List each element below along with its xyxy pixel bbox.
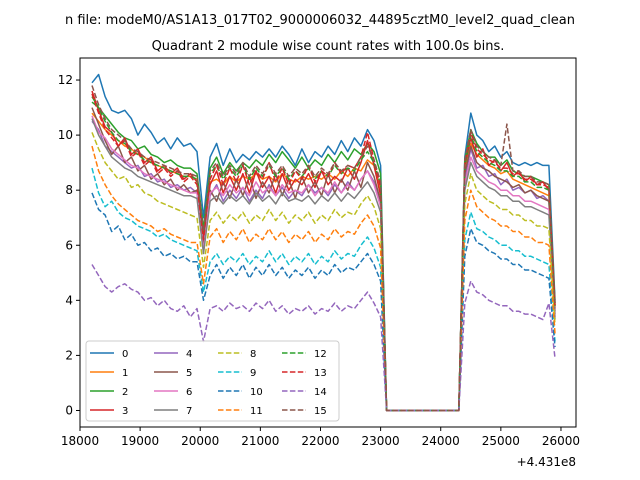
x-tick-label: 22000 — [301, 434, 339, 448]
legend-label-5: 5 — [186, 368, 192, 379]
series-line-15 — [91, 85, 556, 412]
x-tick-label: 26000 — [542, 434, 580, 448]
series-line-12 — [91, 96, 556, 412]
series-line-8 — [91, 132, 556, 412]
y-tick-label: 10 — [58, 128, 73, 142]
series-line-6 — [91, 115, 556, 412]
legend-label-2: 2 — [122, 387, 128, 398]
plot-lines — [91, 73, 556, 412]
legend-label-7: 7 — [186, 406, 192, 417]
x-tick-label: 21000 — [241, 434, 279, 448]
x-tick-label: 19000 — [121, 434, 159, 448]
y-tick-label: 2 — [65, 348, 73, 362]
y-axis: 0 2 4 6 8 10 12 — [58, 73, 80, 417]
series-line-5 — [91, 107, 556, 412]
axes-frame — [79, 57, 577, 428]
legend-label-9: 9 — [250, 368, 256, 379]
legend-label-11: 11 — [250, 406, 263, 417]
legend-label-14: 14 — [314, 387, 327, 398]
y-tick-label: 6 — [65, 238, 73, 252]
x-axis: 18000 19000 20000 21000 22000 23000 24000 25000… — [61, 427, 580, 448]
x-tick-label: 20000 — [181, 434, 219, 448]
y-tick-label: 8 — [65, 183, 73, 197]
x-tick-label: 18000 — [61, 434, 99, 448]
x-tick-label: 23000 — [362, 434, 400, 448]
x-tick-label: 24000 — [422, 434, 460, 448]
legend-label-13: 13 — [314, 368, 327, 379]
x-offset-label: +4.431e8 — [517, 455, 576, 469]
series-line-7 — [91, 118, 556, 412]
series-line-9 — [91, 167, 556, 412]
y-tick-label: 12 — [58, 73, 73, 87]
legend-label-0: 0 — [122, 349, 128, 360]
legend-box — [85, 340, 340, 422]
y-tick-label: 4 — [65, 293, 73, 307]
series-line-4 — [91, 120, 556, 412]
legend-label-6: 6 — [186, 387, 192, 398]
y-tick-label: 0 — [65, 403, 73, 417]
chart-title: Quadrant 2 module wise count rates with … — [152, 39, 505, 54]
legend-label-4: 4 — [186, 349, 192, 360]
legend-label-3: 3 — [122, 406, 128, 417]
legend-label-15: 15 — [314, 406, 327, 417]
series-line-14 — [91, 264, 556, 412]
series-line-0 — [91, 73, 556, 412]
series-line-10 — [91, 192, 556, 412]
figure-suptitle: n file: modeM0/AS1A13_017T02_9000006032_… — [65, 13, 575, 28]
legend-label-1: 1 — [122, 368, 128, 379]
legend-label-10: 10 — [250, 387, 263, 398]
legend-label-8: 8 — [250, 349, 256, 360]
x-tick-label: 25000 — [482, 434, 520, 448]
legend-label-12: 12 — [314, 349, 327, 360]
series-line-13 — [91, 93, 556, 412]
series-line-11 — [91, 145, 556, 412]
